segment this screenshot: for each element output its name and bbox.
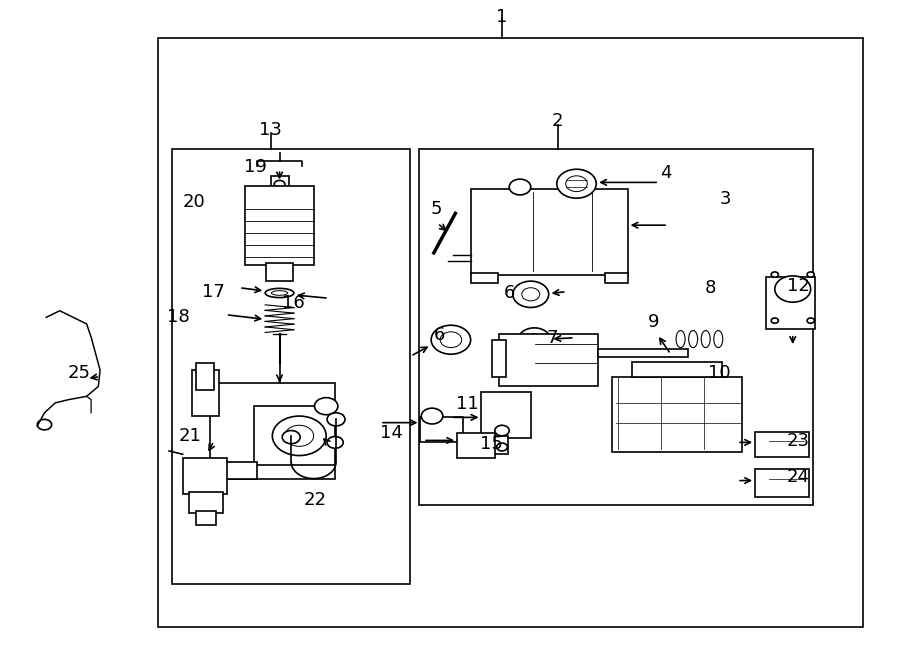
Text: 7: 7 (546, 329, 558, 348)
Text: 5: 5 (431, 200, 442, 217)
Bar (420, 417, 464, 442)
Text: 8: 8 (705, 279, 716, 297)
Text: 20: 20 (183, 193, 206, 211)
Circle shape (807, 272, 815, 277)
Bar (266, 262, 293, 281)
Bar (471, 189, 627, 274)
Circle shape (771, 272, 778, 277)
Bar (196, 364, 214, 390)
Text: 9: 9 (648, 313, 660, 331)
Text: 3: 3 (720, 190, 731, 208)
Bar (255, 407, 335, 465)
Bar (755, 432, 809, 457)
Bar (158, 38, 863, 627)
Ellipse shape (714, 330, 723, 348)
Text: 25: 25 (68, 364, 91, 382)
Bar (210, 383, 335, 479)
Text: 24: 24 (787, 468, 810, 486)
Bar (500, 334, 598, 387)
Text: 11: 11 (455, 395, 479, 413)
Text: 23: 23 (787, 432, 810, 450)
Bar (492, 340, 506, 377)
Circle shape (509, 179, 531, 195)
Bar (471, 272, 498, 283)
Bar (766, 276, 815, 329)
Text: 2: 2 (552, 112, 563, 130)
Circle shape (775, 276, 811, 302)
Bar (189, 492, 223, 514)
Circle shape (557, 169, 596, 198)
Bar (192, 370, 219, 416)
Circle shape (807, 318, 815, 323)
Bar (172, 149, 410, 584)
Bar (605, 272, 627, 283)
Circle shape (273, 416, 326, 455)
Text: 19: 19 (244, 158, 266, 176)
Bar (271, 176, 289, 189)
Text: 22: 22 (304, 490, 327, 509)
Ellipse shape (676, 330, 685, 348)
Text: 10: 10 (708, 364, 731, 382)
Bar (611, 377, 742, 452)
Bar (755, 469, 809, 497)
Ellipse shape (272, 291, 288, 295)
Circle shape (285, 425, 313, 446)
Bar (482, 393, 531, 438)
Bar (457, 433, 495, 458)
Text: 12: 12 (787, 278, 810, 295)
Text: 21: 21 (178, 427, 202, 445)
Text: 1: 1 (497, 7, 508, 26)
Bar (208, 462, 257, 479)
Text: 14: 14 (380, 424, 403, 442)
Text: 6: 6 (503, 284, 515, 302)
Bar (196, 511, 216, 525)
Bar (598, 349, 688, 357)
Circle shape (771, 318, 778, 323)
Ellipse shape (688, 330, 698, 348)
Text: 18: 18 (166, 307, 190, 326)
Circle shape (513, 281, 549, 307)
Ellipse shape (266, 288, 294, 297)
Circle shape (497, 443, 508, 451)
Circle shape (440, 332, 462, 348)
Bar (246, 186, 313, 264)
Circle shape (431, 325, 471, 354)
Circle shape (283, 430, 301, 444)
Text: 4: 4 (660, 163, 671, 182)
Circle shape (274, 180, 285, 188)
Circle shape (37, 419, 51, 430)
Circle shape (314, 398, 338, 414)
Bar (632, 362, 722, 377)
Ellipse shape (701, 330, 710, 348)
Circle shape (522, 288, 540, 301)
Circle shape (421, 408, 443, 424)
Circle shape (566, 176, 588, 192)
Bar (418, 149, 814, 505)
Text: 15: 15 (480, 435, 503, 453)
Bar (482, 436, 508, 453)
Text: 13: 13 (259, 121, 282, 139)
Circle shape (327, 436, 343, 448)
Circle shape (518, 328, 551, 352)
Bar (183, 457, 228, 494)
Text: 6: 6 (434, 326, 445, 344)
Circle shape (526, 334, 543, 346)
Circle shape (495, 425, 509, 436)
Text: 17: 17 (202, 284, 225, 301)
Text: 16: 16 (282, 294, 304, 312)
Circle shape (327, 412, 345, 426)
